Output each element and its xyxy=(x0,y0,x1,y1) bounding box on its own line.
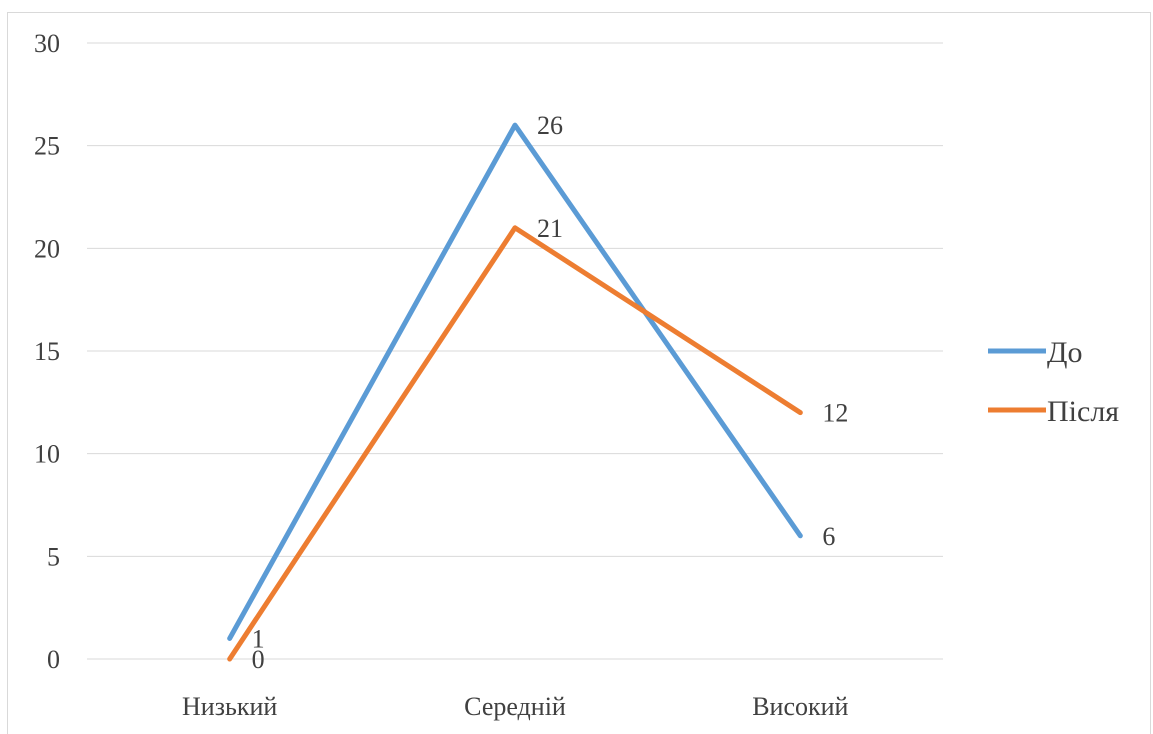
series-lines xyxy=(227,122,803,662)
y-tick-label: 0 xyxy=(47,645,60,674)
data-label: 1 xyxy=(252,624,265,653)
y-tick-label: 30 xyxy=(34,29,60,58)
grid-lines xyxy=(87,42,943,660)
y-axis-tick-labels: 0 5 10 15 20 25 30 xyxy=(34,29,60,674)
y-tick-label: 20 xyxy=(34,234,60,263)
x-axis-tick-labels: Низький Середній Високий xyxy=(182,692,849,721)
series-line-before xyxy=(227,122,803,641)
data-labels: 1 26 6 0 21 12 xyxy=(252,111,849,674)
chart-frame xyxy=(7,12,1151,734)
legend-label: Після xyxy=(1047,395,1119,428)
series-line-after xyxy=(227,225,803,662)
x-tick-label: Високий xyxy=(752,692,848,721)
data-label: 6 xyxy=(822,522,835,551)
data-label: 12 xyxy=(822,399,848,428)
y-tick-label: 25 xyxy=(34,132,60,161)
y-tick-label: 15 xyxy=(34,337,60,366)
x-tick-label: Низький xyxy=(182,692,277,721)
y-tick-label: 10 xyxy=(34,440,60,469)
data-label: 0 xyxy=(252,645,265,674)
data-label: 26 xyxy=(537,111,563,140)
legend-label: До xyxy=(1047,336,1082,369)
legend: До Після xyxy=(988,336,1119,428)
x-tick-label: Середній xyxy=(464,692,566,721)
y-tick-label: 5 xyxy=(47,542,60,571)
data-label: 21 xyxy=(537,214,563,243)
